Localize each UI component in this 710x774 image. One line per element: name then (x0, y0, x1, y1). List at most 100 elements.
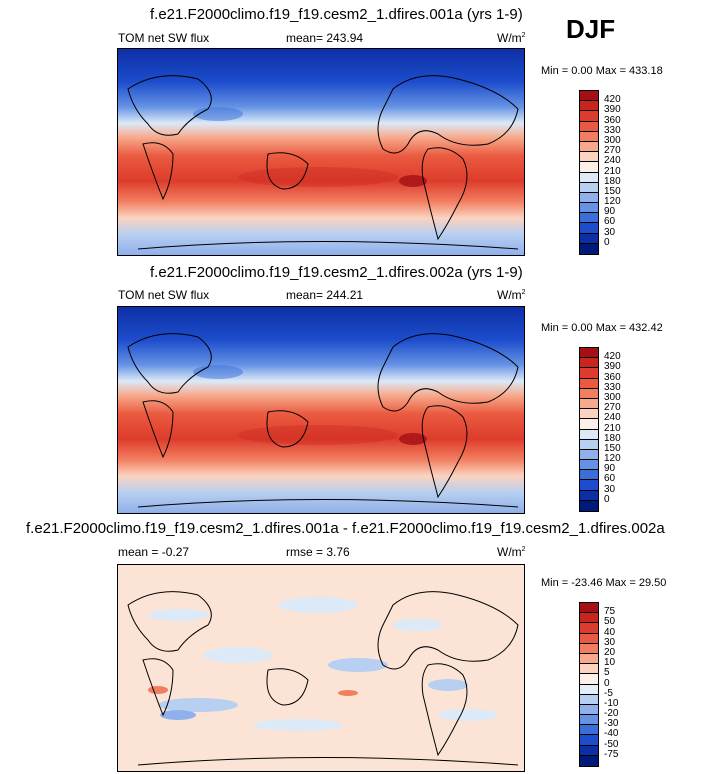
panel-1-variable-label: TOM net SW flux (118, 31, 210, 45)
colorbar-swatch (580, 223, 598, 234)
colorbar-tick-label: 150 (604, 185, 621, 197)
colorbar-swatch (580, 490, 598, 501)
colorbar-tick-label: -10 (604, 697, 619, 709)
panel-1-map (117, 48, 525, 256)
colorbar-tick-label: 390 (604, 361, 621, 373)
colorbar-tick-label: 210 (604, 165, 621, 177)
colorbar-swatch (580, 101, 598, 112)
panel-1-coastlines (127, 75, 519, 250)
colorbar-swatch (580, 419, 598, 430)
panel-1-colorbar (579, 90, 599, 255)
colorbar-swatch (580, 141, 598, 153)
colorbar-tick-label: -75 (604, 748, 619, 760)
panel-2-variable-label: TOM net SW flux (118, 288, 210, 302)
panel-2-minmax: Min = 0.00 Max = 432.42 (541, 322, 663, 334)
colorbar-swatch (580, 500, 598, 511)
panel-3-colorbar (579, 602, 599, 767)
colorbar-tick-label: 120 (604, 453, 621, 465)
panel-3-minmax: Min = -23.46 Max = 29.50 (541, 577, 667, 589)
colorbar-swatch (580, 111, 598, 122)
colorbar-swatch (580, 192, 598, 204)
colorbar-tick-label: 60 (604, 216, 616, 228)
panel-1-title: f.e21.F2000climo.f19_f19.cesm2_1.dfires.… (150, 6, 523, 23)
colorbar-tick-label: -40 (604, 728, 619, 740)
panel-2-map (117, 306, 525, 514)
panel-2-field (118, 307, 524, 513)
panel-2-mean-label: mean= 244.21 (286, 288, 364, 302)
colorbar-tick-label: 0 (604, 677, 610, 689)
colorbar-swatch (580, 694, 598, 705)
colorbar-tick-label: 60 (604, 473, 616, 485)
colorbar-tick-label: 50 (604, 616, 616, 628)
colorbar-swatch (580, 388, 598, 399)
panel-2-low-region (193, 365, 243, 379)
colorbar-swatch (580, 439, 598, 450)
colorbar-tick-label: 90 (604, 206, 616, 218)
colorbar-swatch (580, 715, 598, 726)
colorbar-swatch (580, 480, 598, 491)
colorbar-swatch (580, 243, 598, 254)
colorbar-swatch (580, 704, 598, 716)
colorbar-swatch (580, 378, 598, 389)
panel-1-high-band (238, 167, 398, 187)
colorbar-tick-label: 20 (604, 646, 616, 658)
colorbar-swatch (580, 460, 598, 471)
colorbar-swatch (580, 233, 598, 244)
colorbar-swatch (580, 121, 598, 132)
colorbar-swatch (580, 162, 598, 173)
panel-3-map (117, 564, 525, 772)
colorbar-tick-label: 150 (604, 442, 621, 454)
panel-2-title: f.e21.F2000climo.f19_f19.cesm2_1.dfires.… (150, 264, 523, 281)
colorbar-swatch (580, 91, 598, 102)
colorbar-swatch (580, 664, 598, 675)
colorbar-swatch (580, 684, 598, 695)
colorbar-tick-label: 180 (604, 175, 621, 187)
colorbar-swatch (580, 725, 598, 736)
colorbar-swatch (580, 633, 598, 644)
panel-2-colorbar (579, 347, 599, 512)
colorbar-tick-label: 420 (604, 94, 621, 106)
panel-3-anomaly-patches (148, 597, 498, 731)
colorbar-tick-label: 300 (604, 134, 621, 146)
colorbar-tick-label: -20 (604, 708, 619, 720)
colorbar-swatch (580, 172, 598, 183)
colorbar-tick-label: 240 (604, 155, 621, 167)
colorbar-swatch (580, 603, 598, 614)
colorbar-swatch (580, 470, 598, 481)
colorbar-swatch (580, 745, 598, 756)
panel-1-minmax: Min = 0.00 Max = 433.18 (541, 65, 663, 77)
panel-1-field (118, 49, 524, 255)
colorbar-tick-label: 30 (604, 226, 616, 238)
colorbar-tick-label: 90 (604, 463, 616, 475)
colorbar-swatch (580, 203, 598, 214)
colorbar-swatch (580, 213, 598, 224)
colorbar-tick-label: 360 (604, 371, 621, 383)
colorbar-tick-label: 210 (604, 422, 621, 434)
colorbar-tick-label: -50 (604, 738, 619, 750)
colorbar-swatch (580, 348, 598, 359)
colorbar-tick-label: 300 (604, 391, 621, 403)
colorbar-tick-label: 10 (604, 657, 616, 669)
season-label: DJF (566, 14, 616, 44)
colorbar-tick-label: 390 (604, 104, 621, 116)
colorbar-swatch (580, 653, 598, 665)
panel-3-rmse-label: rmse = 3.76 (286, 545, 350, 559)
panel-3-coastlines (127, 591, 519, 766)
colorbar-tick-label: 120 (604, 196, 621, 208)
colorbar-swatch (580, 735, 598, 746)
colorbar-tick-label: 30 (604, 483, 616, 495)
panel-1-max-region (399, 175, 427, 187)
colorbar-swatch (580, 131, 598, 142)
colorbar-swatch (580, 409, 598, 420)
colorbar-tick-label: 360 (604, 114, 621, 126)
colorbar-swatch (580, 368, 598, 379)
panel-2-coastlines (127, 333, 519, 508)
panel-2-units: W/m2 (497, 288, 526, 302)
colorbar-tick-label: 270 (604, 145, 621, 157)
colorbar-swatch (580, 152, 598, 163)
colorbar-tick-label: 420 (604, 351, 621, 363)
colorbar-tick-label: 5 (604, 667, 610, 679)
panel-1-low-region (193, 107, 243, 121)
colorbar-swatch (580, 755, 598, 766)
colorbar-swatch (580, 429, 598, 440)
